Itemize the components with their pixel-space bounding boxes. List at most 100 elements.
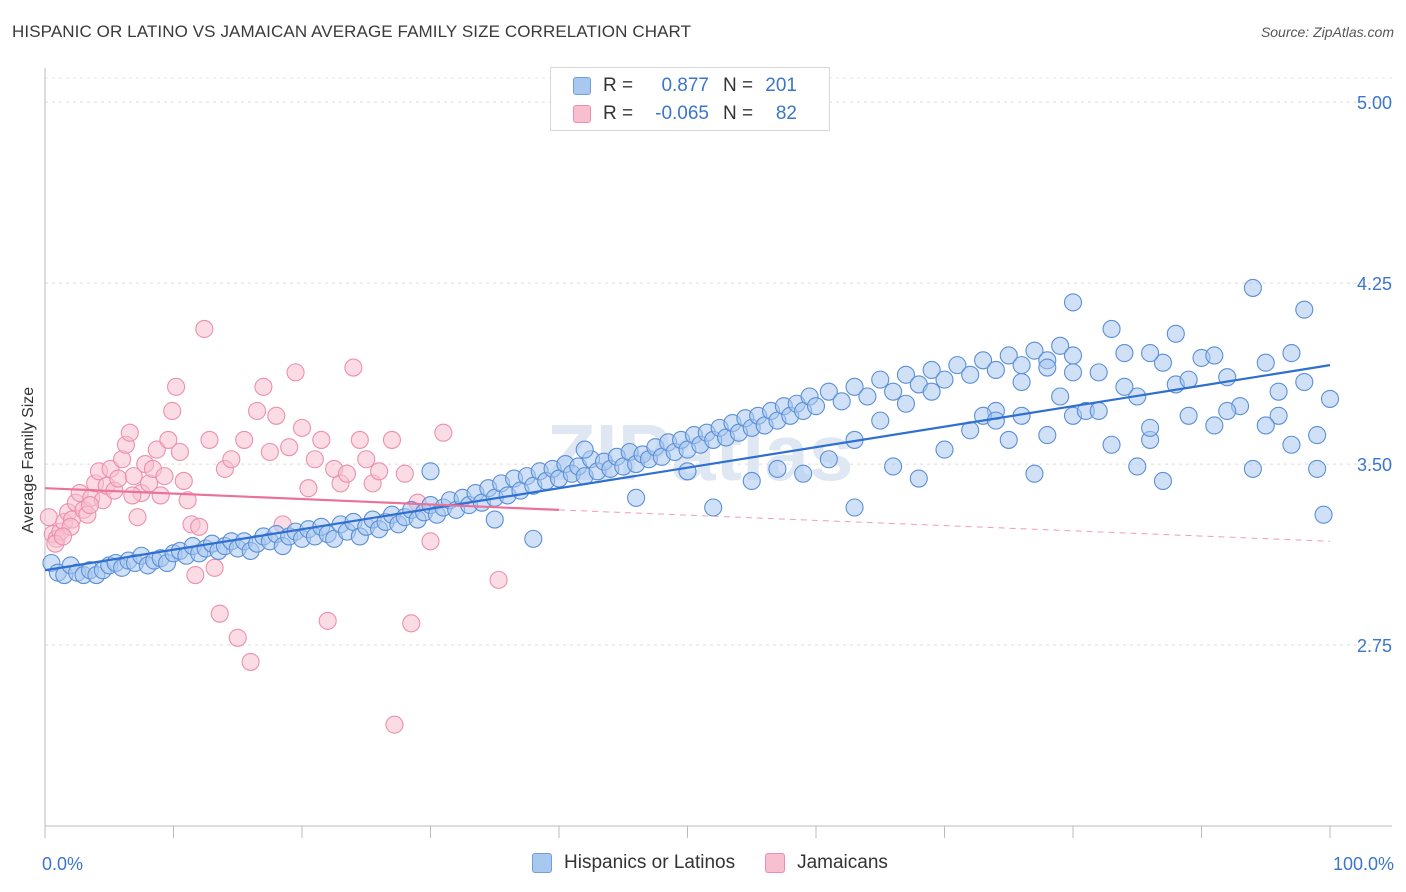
legend-swatch-hispanics (573, 77, 591, 95)
point-jamaicans (337, 464, 357, 483)
point-hispanics (884, 382, 903, 401)
point-hispanics (922, 382, 941, 401)
point-hispanics (1153, 471, 1172, 491)
point-hispanics (704, 498, 723, 517)
legend-label-jamaicans: Jamaicans (797, 852, 888, 873)
point-hispanics (819, 382, 838, 401)
point-hispanics (1102, 435, 1121, 454)
point-jamaicans (170, 442, 189, 462)
point-hispanics (421, 462, 440, 481)
point-hispanics (819, 450, 838, 469)
point-jamaicans (80, 496, 100, 515)
trendline-jamaicans-extension (558, 509, 1331, 542)
point-jamaicans (267, 406, 286, 425)
legend-swatch-hispanics (532, 853, 552, 873)
point-hispanics (973, 351, 993, 370)
point-jamaicans (247, 401, 267, 421)
point-hispanics (832, 392, 851, 411)
point-jamaicans (109, 469, 128, 488)
point-jamaicans (205, 558, 224, 577)
point-jamaicans (318, 611, 337, 630)
point-hispanics (1141, 418, 1160, 437)
point-jamaicans (280, 438, 299, 457)
legend-label-hispanics: Hispanics or Latinos (564, 852, 736, 873)
point-jamaicans (124, 467, 143, 486)
point-hispanics (1256, 353, 1275, 372)
legend-swatch-jamaicans (573, 105, 591, 123)
point-hispanics (1295, 300, 1314, 319)
point-hispanics (1295, 372, 1314, 392)
tick-labels: 2.75 3.50 4.25 5.00 0.0% 100.0% (42, 93, 1394, 874)
point-hispanics (1282, 344, 1301, 363)
x-tick-label: 100.0% (1333, 854, 1394, 874)
point-hispanics (1308, 459, 1327, 478)
point-hispanics (896, 365, 916, 384)
point-hispanics (1115, 344, 1134, 363)
point-hispanics (999, 430, 1018, 449)
legend-swatch-jamaicans (765, 853, 786, 873)
point-jamaicans (292, 418, 312, 437)
point-hispanics (1243, 459, 1262, 478)
point-hispanics (871, 411, 890, 430)
point-hispanics (1308, 426, 1327, 445)
point-hispanics (1051, 336, 1070, 355)
point-hispanics (1089, 401, 1108, 421)
chart-title: HISPANIC OR LATINO VS JAMAICAN AVERAGE F… (12, 22, 692, 41)
legend-n-label: N = (722, 103, 754, 124)
legend-n-label: N = (722, 75, 754, 96)
trendline-hispanics (44, 364, 1331, 572)
point-hispanics (806, 397, 826, 416)
trendline-jamaicans (44, 487, 560, 512)
point-jamaicans (434, 423, 453, 442)
point-jamaicans (210, 604, 229, 623)
point-hispanics (1012, 372, 1031, 392)
legend-item-jamaicans[interactable]: Jamaicans (765, 852, 888, 874)
point-jamaicans (155, 467, 174, 486)
point-jamaicans (350, 430, 369, 449)
x-tick-label: 0.0% (42, 854, 83, 874)
legend-r-label: R = (603, 75, 634, 96)
point-hispanics (1089, 363, 1108, 382)
point-jamaicans (305, 450, 324, 469)
point-hispanics (858, 387, 877, 406)
correlation-legend: R = 0.877 N = 201 R = -0.065 N = 82 (550, 67, 830, 131)
point-hispanics (794, 464, 813, 483)
point-hispanics (1153, 353, 1172, 372)
series-hispanics (42, 278, 1340, 585)
point-hispanics (1269, 382, 1288, 401)
point-jamaicans (195, 319, 214, 338)
point-hispanics (1038, 358, 1057, 377)
point-hispanics (884, 457, 903, 476)
point-jamaicans (385, 715, 404, 734)
point-jamaicans (241, 652, 260, 671)
point-jamaicans (167, 377, 186, 396)
point-hispanics (1320, 389, 1340, 408)
point-jamaicans (344, 358, 363, 377)
point-hispanics (1205, 416, 1224, 435)
point-hispanics (1063, 293, 1083, 312)
point-hispanics (1115, 377, 1134, 396)
point-jamaicans (421, 532, 440, 551)
point-hispanics (575, 440, 594, 459)
y-tick-label: 2.75 (1357, 636, 1392, 656)
point-jamaicans (39, 508, 58, 527)
point-hispanics (1314, 505, 1333, 524)
legend-row-hispanics: R = 0.877 N = 201 (551, 72, 797, 100)
point-jamaicans (53, 527, 73, 546)
point-hispanics (1243, 278, 1262, 297)
y-axis-label: Average Family Size (20, 387, 37, 534)
y-tick-label: 3.50 (1357, 455, 1392, 475)
point-jamaicans (235, 430, 254, 449)
point-hispanics (871, 370, 890, 389)
series-legend: Hispanics or Latinos Jamaicans (532, 852, 918, 874)
point-jamaicans (489, 570, 508, 589)
point-hispanics (1063, 346, 1083, 365)
legend-n-value: 82 (775, 103, 797, 124)
source-label: Source: ZipAtlas.com (1260, 24, 1394, 40)
point-hispanics (1025, 464, 1044, 483)
point-jamaicans (254, 377, 273, 396)
point-hispanics (986, 360, 1005, 380)
legend-item-hispanics[interactable]: Hispanics or Latinos (532, 852, 735, 874)
point-hispanics (678, 462, 697, 481)
